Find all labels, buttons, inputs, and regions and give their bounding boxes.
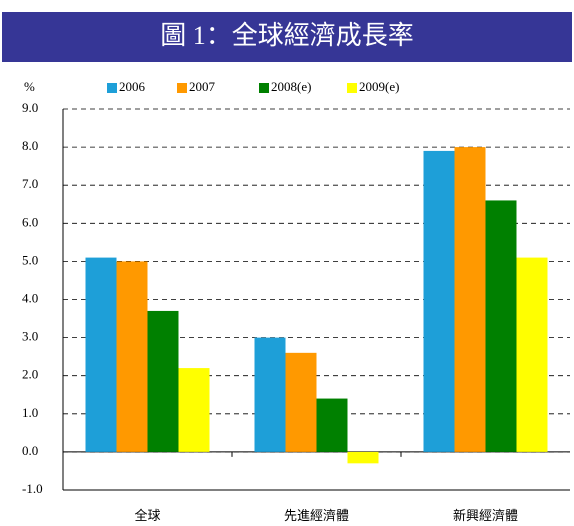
y-tick-label: 4.0 bbox=[22, 290, 38, 305]
bar bbox=[178, 368, 210, 452]
bar bbox=[454, 147, 486, 452]
bar bbox=[485, 200, 517, 452]
y-tick-label: -1.0 bbox=[22, 481, 43, 496]
y-tick-label: 8.0 bbox=[22, 138, 38, 153]
y-tick-label: 0.0 bbox=[22, 443, 38, 458]
y-axis-unit: % bbox=[24, 79, 35, 94]
legend-label: 2006 bbox=[119, 79, 146, 94]
bar bbox=[316, 398, 348, 452]
x-tick-label: 全球 bbox=[134, 508, 160, 523]
x-tick-label: 新興經濟體 bbox=[453, 508, 518, 523]
legend-label: 2008(e) bbox=[271, 79, 311, 94]
legend-label: 2009(e) bbox=[359, 79, 399, 94]
bar bbox=[254, 337, 286, 452]
y-tick-label: 9.0 bbox=[22, 100, 38, 115]
y-tick-label: 1.0 bbox=[22, 405, 38, 420]
bar bbox=[347, 451, 379, 464]
x-tick-label: 先進經濟體 bbox=[284, 508, 349, 523]
bar bbox=[85, 257, 117, 452]
legend-swatch bbox=[177, 83, 187, 93]
legend-label: 2007 bbox=[189, 79, 216, 94]
y-tick-label: 5.0 bbox=[22, 252, 38, 267]
legend-swatch bbox=[259, 83, 269, 93]
bar bbox=[147, 310, 179, 452]
title-banner bbox=[2, 12, 572, 62]
bar bbox=[285, 352, 317, 452]
chart-title: 圖 1：全球經濟成長率 bbox=[160, 21, 414, 50]
legend-swatch bbox=[107, 83, 117, 93]
bar bbox=[423, 150, 455, 452]
y-tick-label: 3.0 bbox=[22, 329, 38, 344]
y-tick-label: 6.0 bbox=[22, 214, 38, 229]
bar bbox=[516, 257, 548, 452]
legend-swatch bbox=[347, 83, 357, 93]
bar bbox=[116, 261, 148, 452]
y-tick-label: 2.0 bbox=[22, 367, 38, 382]
y-tick-label: 7.0 bbox=[22, 176, 38, 191]
